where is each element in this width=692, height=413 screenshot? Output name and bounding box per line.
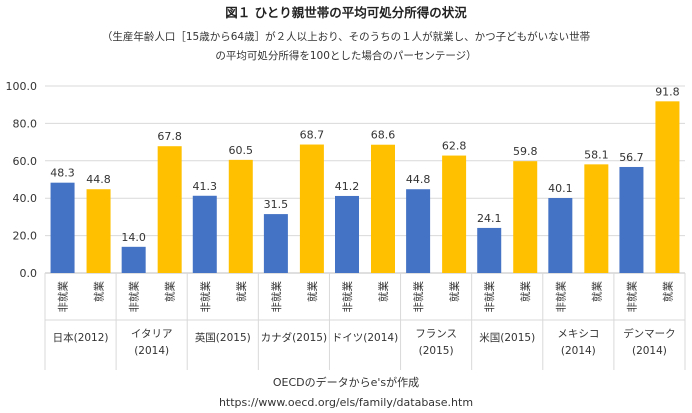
- bar-category-label: 非就業: [57, 281, 70, 313]
- bar-employed: [299, 144, 324, 273]
- bar-non-employed: [548, 198, 573, 273]
- group-label: (2014): [632, 345, 667, 357]
- bar-value-label: 68.7: [300, 129, 325, 142]
- footer-source: OECDのデータからe'sが作成: [273, 375, 419, 389]
- group-label: 日本(2012): [53, 331, 109, 344]
- group-label: メキシコ: [557, 328, 599, 340]
- bar-category-label: 非就業: [199, 281, 212, 313]
- bar-non-employed: [406, 189, 431, 273]
- bar-value-label: 14.0: [121, 231, 146, 244]
- bar-value-label: 59.8: [513, 145, 538, 158]
- chart-subtitle-line-1: （生産年齢人口［15歳から64歳］が２人以上おり、そのうちの１人が就業し、かつ子…: [102, 30, 590, 43]
- bar-category-label: 就業: [164, 281, 177, 302]
- bar-value-label: 58.1: [584, 148, 609, 161]
- group-label: ドイツ(2014): [332, 332, 398, 344]
- group-label: (2014): [134, 345, 169, 357]
- bar-category-label: 非就業: [341, 281, 354, 313]
- x-axis-categories: 非就業 就業 非就業 就業 非就業 就業 非就業 就業 非就業 就業 非就業 就業 非就業 就業 非就業 就業…: [57, 281, 675, 313]
- bar-value-label: 56.7: [619, 151, 644, 164]
- bar-non-employed: [477, 227, 502, 273]
- gridlines: [44, 85, 686, 370]
- x-axis-groups: 日本(2012) イタリア (2014) 英国(2015) カナダ(2015) ドイツ(2…: [53, 327, 676, 357]
- chart-title: 図１ ひとり親世帯の平均可処分所得の状況: [225, 5, 467, 20]
- bar-value-label: 68.6: [371, 129, 396, 142]
- bar-value-label: 91.8: [655, 85, 680, 98]
- y-tick-label: 0.0: [20, 267, 38, 280]
- data-labels: 48.3 44.8 14.0 67.8 41.3 60.5 31.5 68.7 41.2 68.6…: [50, 85, 679, 243]
- y-tick-label: 20.0: [13, 230, 38, 243]
- bar-value-label: 62.8: [442, 140, 467, 153]
- bars: [50, 101, 680, 273]
- bar-employed: [371, 144, 395, 273]
- bar-non-employed: [263, 214, 288, 273]
- group-label: 英国(2015): [195, 331, 251, 344]
- bar-employed: [228, 159, 253, 273]
- bar-non-employed: [192, 195, 217, 273]
- bar-value-label: 41.3: [193, 180, 218, 193]
- group-label: (2015): [419, 345, 454, 357]
- bar-value-label: 31.5: [264, 198, 289, 211]
- bar-employed: [513, 161, 538, 273]
- footer-url: https://www.oecd.org/els/family/database…: [219, 396, 473, 409]
- y-axis-ticks: 0.0 20.0 40.0 60.0 80.0 100.0: [6, 80, 38, 280]
- bar-category-label: 非就業: [554, 281, 567, 313]
- bar-value-label: 44.8: [86, 173, 111, 186]
- bar-category-label: 非就業: [625, 281, 638, 313]
- bar-employed: [655, 101, 680, 273]
- bar-category-label: 就業: [93, 281, 106, 302]
- bar-category-label: 非就業: [483, 281, 496, 313]
- bar-category-label: 非就業: [270, 281, 283, 313]
- group-label: フランス: [415, 328, 457, 340]
- bar-non-employed: [50, 182, 75, 273]
- bar-employed: [86, 189, 111, 273]
- bar-category-label: 就業: [448, 281, 461, 302]
- y-tick-label: 60.0: [13, 155, 38, 168]
- bar-value-label: 67.8: [157, 130, 182, 143]
- y-tick-label: 40.0: [13, 192, 38, 205]
- bar-category-label: 就業: [590, 281, 603, 302]
- y-tick-label: 100.0: [6, 80, 38, 93]
- group-label: イタリア: [131, 328, 173, 340]
- bar-category-label: 就業: [235, 281, 248, 302]
- bar-category-label: 非就業: [128, 281, 141, 313]
- bar-category-label: 就業: [306, 281, 319, 302]
- bar-value-label: 48.3: [50, 167, 75, 180]
- bar-non-employed: [335, 195, 359, 273]
- group-label: カナダ(2015): [261, 331, 327, 344]
- bar-employed: [157, 146, 182, 273]
- group-label: 米国(2015): [479, 331, 535, 344]
- y-tick-label: 80.0: [13, 117, 38, 130]
- bar-category-label: 就業: [519, 281, 532, 302]
- bar-value-label: 40.1: [548, 182, 573, 195]
- group-label: (2014): [561, 345, 596, 357]
- group-label: デンマーク: [623, 327, 676, 340]
- bar-category-label: 非就業: [412, 281, 425, 313]
- bar-employed: [442, 155, 467, 273]
- bar-value-label: 60.5: [229, 144, 254, 157]
- bar-non-employed: [121, 246, 146, 273]
- chart-subtitle-line-2: の平均可処分所得を100とした場合のパーセンテージ）: [215, 49, 476, 62]
- bar-employed: [584, 164, 609, 273]
- bar-category-label: 就業: [377, 281, 390, 302]
- bar-category-label: 就業: [661, 281, 674, 302]
- bar-value-label: 24.1: [477, 212, 502, 225]
- bar-non-employed: [619, 166, 644, 273]
- bar-value-label: 44.8: [406, 173, 431, 186]
- bar-value-label: 41.2: [335, 180, 360, 193]
